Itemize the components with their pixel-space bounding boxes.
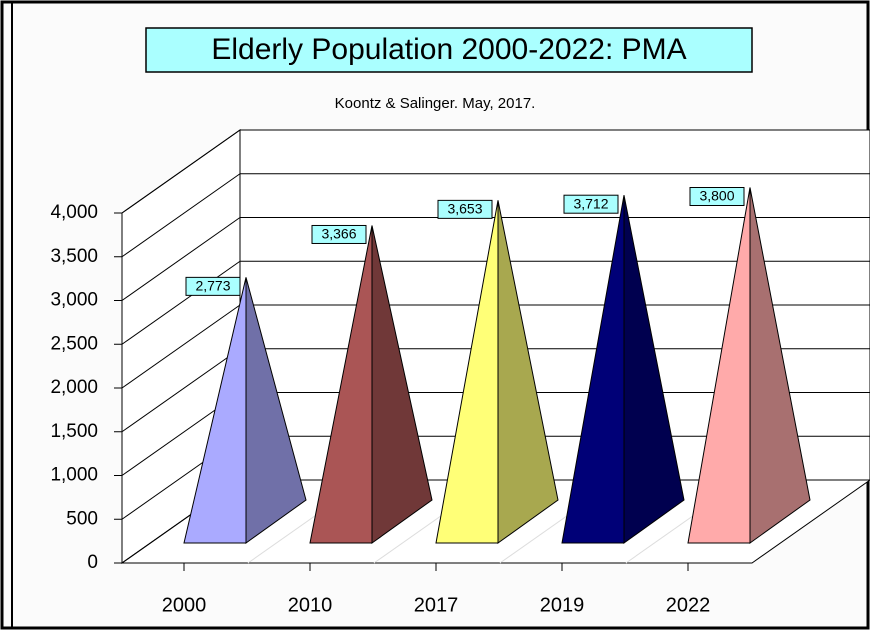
x-tick-label: 2017 [414,594,459,616]
pyramid-front [309,225,373,544]
grid-line [121,173,241,258]
grid-line [121,129,241,214]
value-label: 3,653 [447,201,482,217]
grid-line [121,348,241,433]
y-tick-label: 3,000 [50,290,98,311]
chart-subtitle: Koontz & Salinger. May, 2017. [335,95,536,112]
y-tick-label: 0 [87,552,98,573]
value-label: 3,800 [699,188,734,204]
value-label: 3,366 [321,226,356,242]
value-label-box [311,224,367,244]
value-label-box [437,199,493,219]
title-box [145,27,753,73]
y-tick-label: 1,000 [50,465,98,486]
y-tick-label: 1,500 [50,421,98,442]
x-tick-label: 2000 [162,594,207,616]
value-label-box [185,276,241,296]
pyramid-front [435,200,499,544]
grid-line [121,260,241,345]
x-tick-label: 2010 [288,594,333,616]
y-tick-label: 500 [66,508,98,529]
x-tick-label: 2019 [540,594,585,616]
y-tick-label: 2,500 [50,333,98,354]
grid-line [121,304,241,389]
value-label: 2,773 [195,278,230,294]
value-label-box [689,187,745,206]
chart-title: Elderly Population 2000-2022: PMA [211,33,686,66]
pyramid-front [561,195,625,544]
value-label-box [563,194,619,214]
pyramid-front [183,277,247,544]
value-label: 3,712 [573,195,608,211]
y-tick-label: 2,000 [50,377,98,398]
pyramid-front [687,187,751,544]
grid-line [121,217,241,301]
y-tick-label: 3,500 [50,246,98,267]
x-tick-label: 2022 [666,594,711,616]
y-tick-label: 4,000 [50,202,98,223]
